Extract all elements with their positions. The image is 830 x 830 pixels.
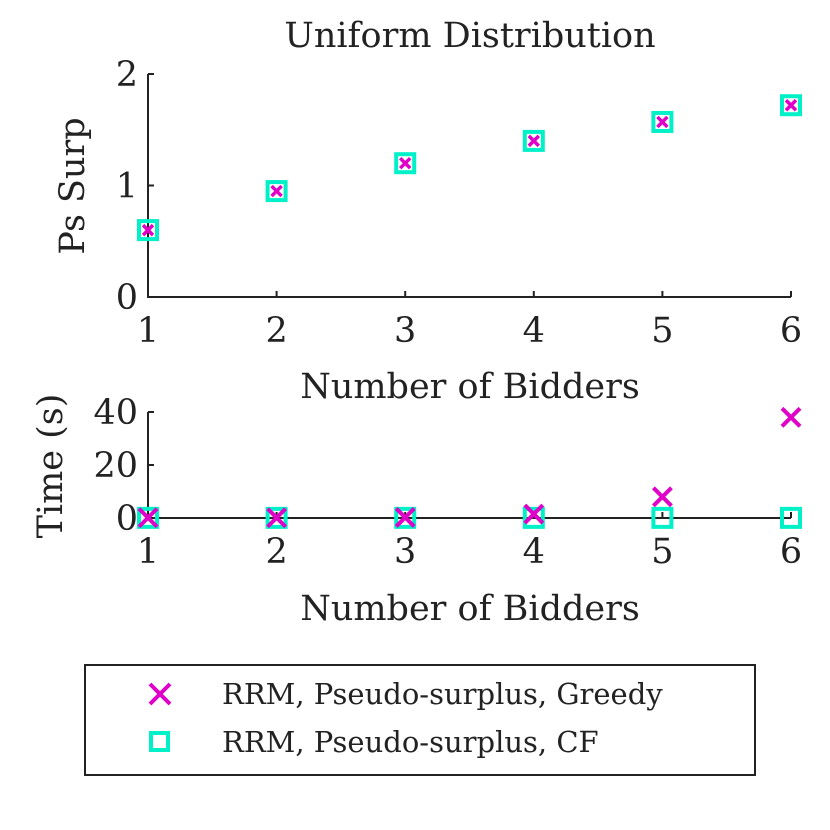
x-tick-label: 4 (523, 311, 545, 351)
legend-marker-x-icon (148, 682, 172, 706)
time-chart: Time (s) Number of Bidders 1 2 3 4 5 6 0 20 40 (31, 393, 802, 629)
cf-point (780, 506, 802, 529)
legend-entry-greedy: RRM, Pseudo-surplus, Greedy (148, 677, 663, 711)
marks-group (137, 406, 802, 529)
greedy-point (780, 406, 802, 428)
y-tick-label: 20 (93, 446, 138, 486)
tick-group: 1 2 3 4 5 6 0 20 40 (93, 393, 802, 572)
legend-entry-cf: RRM, Pseudo-surplus, CF (149, 725, 599, 759)
cf-point (265, 180, 288, 203)
marks-group (137, 94, 802, 242)
x-tick-label: 6 (780, 532, 802, 572)
legend-label: RRM, Pseudo-surplus, Greedy (222, 677, 663, 711)
axes-frame (147, 74, 791, 298)
x-tick-label: 1 (137, 532, 159, 572)
cf-point (651, 506, 674, 529)
greedy-point (651, 486, 673, 508)
legend: RRM, Pseudo-surplus, Greedy RRM, Pseudo-… (84, 664, 756, 776)
axes-frame (147, 412, 791, 519)
cf-point (780, 94, 802, 117)
y-tick-label: 0 (116, 499, 138, 539)
x-axis-label: Number of Bidders (300, 589, 640, 629)
legend-marker-square-icon (149, 731, 170, 752)
legend-box (84, 664, 756, 776)
x-axis-label: Number of Bidders (300, 367, 640, 407)
greedy-point (527, 134, 541, 148)
cf-point (137, 506, 159, 529)
cf-point (394, 506, 417, 529)
greedy-point (266, 507, 288, 529)
ps-surp-chart: Uniform Distribution Ps Surp Number of B… (53, 16, 802, 407)
greedy-point (398, 156, 412, 170)
greedy-point (784, 98, 798, 112)
greedy-point (523, 503, 545, 525)
cf-point (137, 219, 159, 242)
chart-title: Uniform Distribution (284, 16, 655, 56)
x-tick-label: 1 (137, 311, 159, 351)
cf-point (522, 506, 545, 529)
greedy-point (141, 223, 155, 237)
cf-point (394, 152, 417, 175)
greedy-point (394, 507, 416, 528)
x-tick-label: 2 (265, 311, 287, 351)
x-tick-label: 2 (265, 532, 287, 572)
y-axis-label: Ps Surp (53, 117, 93, 254)
greedy-point (270, 184, 283, 198)
greedy-point (137, 507, 159, 529)
y-tick-label: 0 (116, 278, 138, 318)
cf-point (265, 506, 288, 529)
y-axis-label: Time (s) (31, 394, 71, 539)
x-tick-label: 3 (394, 532, 416, 572)
y-tick-label: 2 (116, 55, 138, 95)
x-tick-label: 3 (394, 311, 416, 351)
y-tick-label: 40 (93, 393, 138, 433)
y-tick-label: 1 (116, 167, 138, 207)
legend-label: RRM, Pseudo-surplus, CF (222, 725, 599, 759)
x-tick-label: 5 (651, 311, 673, 351)
x-tick-label: 5 (651, 532, 673, 572)
cf-point (522, 129, 545, 152)
greedy-point (656, 115, 669, 129)
cf-point (651, 110, 674, 133)
x-tick-label: 4 (523, 532, 545, 572)
x-tick-label: 6 (780, 311, 802, 351)
